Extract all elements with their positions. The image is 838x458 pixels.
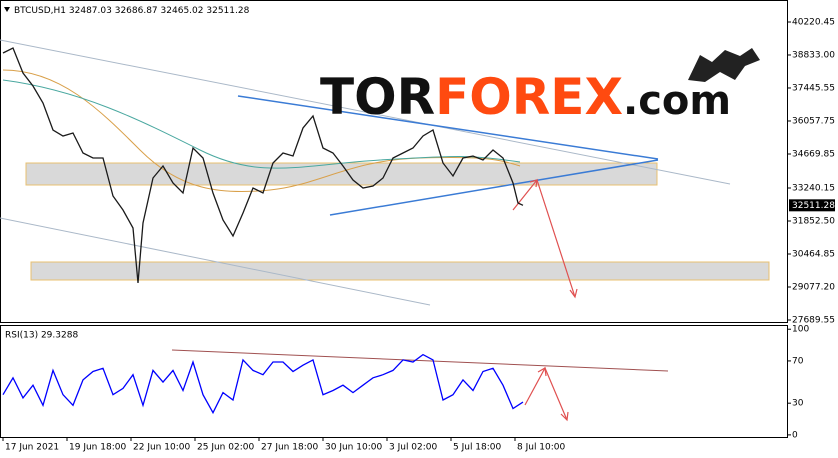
x-tick-label: 5 Jul 18:00 [453,443,502,453]
trend-line [237,95,659,160]
close: 32511.28 [206,6,249,16]
channel-line [0,217,431,306]
trend-line [329,159,659,216]
rsi-panel [0,325,788,438]
price-line [2,353,524,415]
rsi-trend-line [171,349,669,372]
y-tick-label: 37445.55 [792,83,835,93]
x-tick-label: 19 Jun 18:00 [69,443,126,453]
y-tick-label: 30 [792,399,804,409]
y-tick-label: 38833.00 [792,50,835,60]
header-icon [4,7,10,12]
logo: TORFOREX.com [320,68,731,126]
x-tick-label: 30 Jun 10:00 [325,443,382,453]
logo-com: .com [623,78,731,124]
logo-bull [688,48,760,82]
high: 32686.87 [115,6,158,16]
open: 32487.03 [69,6,112,16]
y-tick-label: 27689.55 [792,315,835,325]
y-tick-label: 40220.45 [792,17,835,27]
x-tick-label: 27 Jun 18:00 [261,443,318,453]
logo-tor: TOR [320,68,435,126]
x-tick-label: 25 Jun 02:00 [197,443,254,453]
y-tick-label: 31852.50 [792,216,835,226]
y-tick-label: 0 [792,430,798,440]
x-tick-label: 22 Jun 10:00 [133,443,190,453]
x-tick-label: 8 Jul 10:00 [517,443,566,453]
x-tick-label: 17 Jun 2021 [5,443,59,453]
y-tick-label: 70 [792,356,804,366]
y-tick-label: 29077.20 [792,282,835,292]
x-tick-label: 3 Jul 02:00 [389,443,438,453]
y-tick-label: 34669.85 [792,149,835,159]
price-line [2,47,524,284]
support-zone [30,261,770,281]
resistance-zone [25,162,658,186]
y-tick-label: 33240.15 [792,183,835,193]
arrow-head [537,367,569,422]
y-tick-label: 30464.85 [792,249,835,259]
moving-average [2,79,521,169]
last-price-box [789,199,835,212]
header: BTCUSD,H1 32487.03 32686.87 32465.02 325… [14,6,250,16]
last-price-label: 32511.28 [792,201,835,211]
y-tick-label: 100 [792,325,809,335]
symbol: BTCUSD,H1 [14,6,66,16]
y-tick-label: 36057.75 [792,116,835,126]
logo-forex: FOREX [435,68,623,126]
low: 32465.02 [161,6,204,16]
rsi-title: RSI(13) 29.3288 [5,331,78,341]
arrow-head [529,179,578,299]
channel-line [0,39,731,185]
